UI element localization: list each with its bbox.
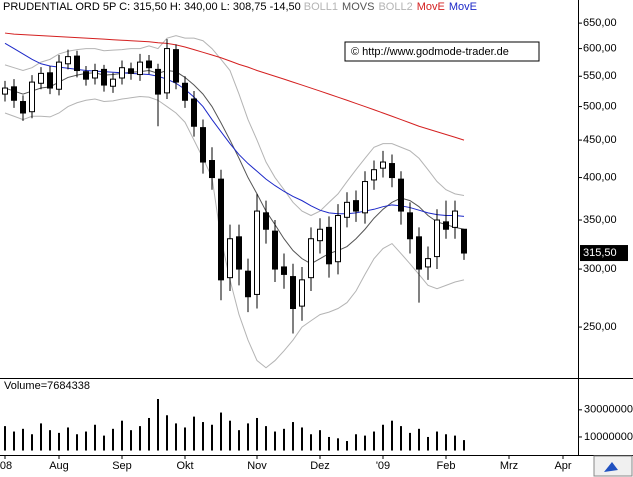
candle-body	[2, 87, 8, 95]
chart-title: PRUDENTIAL ORD 5P C: 315,50 H: 340,00 L:…	[3, 1, 301, 13]
candle-body	[362, 181, 368, 214]
y-tick-label: 350,00	[583, 214, 617, 226]
candle-body	[146, 60, 152, 69]
candle-body	[452, 210, 458, 228]
x-tick-label: Apr	[554, 460, 571, 472]
candle-body	[371, 169, 377, 181]
indicator-line	[4, 96, 465, 369]
candle-body	[245, 270, 251, 298]
candle-body	[443, 221, 449, 230]
y-tick-label: 600,00	[583, 42, 617, 54]
x-tick-label: Aug	[49, 460, 69, 472]
candle-body	[308, 238, 314, 279]
legend-entry: MovE	[449, 1, 477, 13]
candle-body	[11, 86, 17, 101]
candle-body	[344, 201, 350, 218]
candle-body	[56, 61, 62, 90]
candle-body	[209, 160, 215, 179]
indicator-line	[4, 32, 465, 141]
volume-label: Volume=7684338	[4, 380, 90, 392]
candle-body	[281, 266, 287, 275]
candle-body	[425, 258, 431, 268]
legend-entry: MOVS	[342, 1, 374, 13]
candle-body	[263, 212, 269, 230]
candle-body	[29, 81, 35, 113]
legend-entry: BOLL2	[378, 1, 412, 13]
volume-tick-label: 10000000	[584, 431, 633, 443]
candle-body	[83, 71, 89, 80]
candle-body	[191, 98, 197, 127]
candle-body	[110, 78, 116, 87]
x-tick-label: '08	[0, 460, 12, 472]
candle-body	[461, 228, 467, 254]
candle-body	[290, 276, 296, 310]
candle-body	[254, 210, 260, 295]
candle-body	[272, 230, 278, 270]
x-tick-label: Mrz	[500, 460, 518, 472]
indicator-line	[4, 42, 465, 217]
x-tick-label: Okt	[176, 460, 193, 472]
candle-body	[128, 68, 134, 74]
candle-body	[182, 82, 188, 101]
volume-tick-label: 30000000	[584, 404, 633, 416]
corner-icon	[604, 462, 618, 472]
candle-body	[173, 49, 179, 83]
candle-body	[20, 101, 26, 114]
candle-body	[218, 178, 224, 281]
candle-body	[137, 61, 143, 76]
y-tick-label: 450,00	[583, 134, 617, 146]
candle-body	[299, 279, 305, 307]
candle-body	[155, 68, 161, 95]
candle-body	[164, 48, 170, 94]
y-tick-label: 250,00	[583, 321, 617, 333]
candle-body	[101, 68, 107, 86]
y-tick-label: 650,00	[583, 17, 617, 29]
candle-body	[353, 200, 359, 212]
candle-body	[65, 56, 71, 65]
candle-body	[227, 238, 233, 279]
x-tick-label: Feb	[437, 460, 456, 472]
indicator-line	[4, 35, 465, 217]
candle-body	[380, 161, 386, 169]
y-tick-label: 400,00	[583, 171, 617, 183]
candle-body	[317, 228, 323, 242]
candle-body	[434, 219, 440, 258]
x-tick-label: Nov	[247, 460, 267, 472]
legend-entry: MovE	[417, 1, 445, 13]
x-tick-label: Sep	[112, 460, 132, 472]
candle-body	[389, 163, 395, 179]
candle-body	[398, 178, 404, 212]
candle-body	[335, 215, 341, 263]
candle-body	[407, 212, 413, 240]
candle-body	[236, 236, 242, 270]
candle-body	[326, 226, 332, 265]
candle-body	[74, 55, 80, 72]
candle-body	[47, 72, 53, 89]
candle-body	[119, 67, 125, 79]
price-tag-label: 315,50	[583, 247, 617, 259]
copyright-box	[344, 41, 540, 62]
candle-body	[200, 127, 206, 163]
y-tick-label: 300,00	[583, 263, 617, 275]
candle-body	[38, 72, 44, 84]
x-tick-label: Dez	[310, 460, 330, 472]
copyright: © http://www.godmode-trader.de	[351, 46, 509, 58]
y-tick-label: 500,00	[583, 100, 617, 112]
x-tick-label: '09	[376, 460, 390, 472]
candle-body	[92, 70, 98, 79]
price-tag	[580, 245, 628, 262]
candle-body	[416, 236, 422, 270]
legend-entry: BOLL1	[304, 1, 338, 13]
y-tick-label: 550,00	[583, 70, 617, 82]
